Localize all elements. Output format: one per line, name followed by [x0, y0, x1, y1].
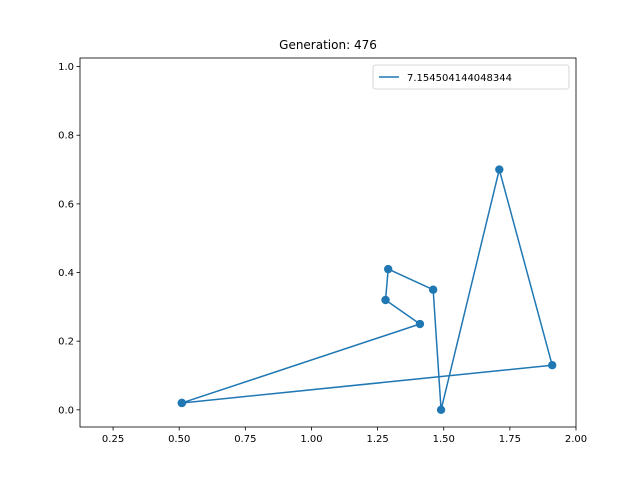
y-tick-label: 0.0 — [58, 405, 74, 416]
y-tick-label: 0.4 — [58, 268, 74, 279]
axes: 0.25 0.50 0.75 1.00 1.25 1.50 1.75 2.00 0.0 0.2 0.… — [58, 57, 587, 445]
x-tick-label: 1.75 — [499, 434, 521, 445]
data-point — [495, 165, 504, 174]
data-point — [428, 285, 438, 294]
legend: 7.154504144048344 — [372, 64, 570, 90]
data-point — [415, 319, 425, 329]
data-point — [547, 361, 557, 370]
x-tick-label: 0.50 — [168, 434, 190, 445]
y-tick-label: 0.8 — [58, 131, 74, 142]
data-point — [381, 295, 390, 305]
y-tick-label: 0.2 — [58, 337, 74, 348]
x-tick-label: 1.50 — [433, 434, 455, 445]
x-tick-label: 1.25 — [366, 434, 388, 445]
legend-box — [372, 64, 570, 90]
y-tick-label: 1.0 — [58, 62, 74, 73]
series-layer — [177, 165, 557, 415]
chart-title: Generation: 476 — [279, 38, 377, 52]
x-tick-label: 2.00 — [565, 434, 587, 445]
data-point — [436, 405, 446, 415]
x-tick-label: 0.75 — [234, 434, 256, 445]
data-point — [383, 264, 393, 274]
x-tick-label: 0.25 — [102, 434, 124, 445]
data-point — [177, 398, 187, 408]
legend-label: 7.154504144048344 — [407, 73, 512, 84]
x-tick-label: 1.00 — [300, 434, 322, 445]
plot-frame — [79, 57, 577, 428]
y-tick-label: 0.6 — [58, 199, 74, 210]
